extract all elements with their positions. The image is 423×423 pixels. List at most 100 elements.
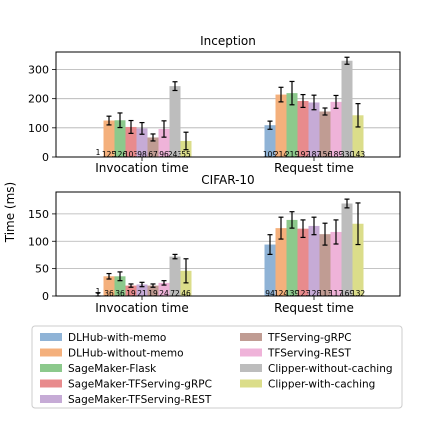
bar	[352, 223, 364, 296]
bar	[308, 102, 320, 157]
legend-label: DLHub-with-memo	[68, 332, 166, 344]
bar	[114, 276, 126, 296]
plot-frame	[55, 51, 401, 158]
legend-label: SageMaker-Flask	[68, 363, 157, 375]
bar	[147, 285, 159, 296]
legend-swatch	[40, 379, 62, 388]
bar	[341, 60, 353, 157]
data-label: 330	[340, 150, 355, 159]
data-label: 126	[113, 150, 128, 159]
shared-y-axis-label: Time (ms)	[3, 182, 17, 244]
category-label: Request time	[274, 161, 354, 175]
data-label: 187	[307, 150, 322, 159]
data-label: 1	[96, 287, 101, 296]
data-label: 19	[148, 289, 158, 298]
bar	[136, 128, 148, 157]
bar	[330, 231, 342, 296]
data-label: 113	[318, 289, 333, 298]
cifar10-chart: 0 50 100 150 1 94 36 124 36 139 19 123 21 128 19 113 24 1…	[28, 173, 401, 315]
inception-chart: 0 100 200 300 1 109 125 214 126 219 103 192 98 187 67 1…	[28, 34, 401, 175]
legend-swatch	[240, 379, 262, 388]
bar	[319, 234, 331, 296]
bar	[297, 101, 309, 157]
data-label: 192	[296, 150, 311, 159]
bar	[286, 219, 298, 296]
data-label: 139	[285, 289, 300, 298]
legend-label: DLHub-without-memo	[68, 348, 184, 360]
y-tick-label: 0	[42, 151, 49, 164]
legend-label: SageMaker-TFServing-REST	[68, 394, 212, 406]
legend-label: Clipper-without-caching	[268, 363, 393, 375]
y-tick-label: 100	[28, 122, 49, 135]
data-label: 117	[329, 289, 344, 298]
bar	[319, 111, 331, 157]
data-label: 55	[181, 150, 191, 159]
category-label: Invocation time	[95, 161, 188, 175]
data-label: 96	[159, 150, 169, 159]
data-label: 21	[137, 289, 147, 298]
legend-swatch	[40, 395, 62, 403]
bar	[341, 203, 353, 296]
data-label: 123	[296, 289, 311, 298]
bar	[308, 225, 320, 296]
bar	[169, 86, 181, 157]
data-label: 24	[159, 289, 169, 298]
data-label: 214	[274, 150, 289, 159]
data-label: 125	[102, 150, 117, 159]
data-label: 36	[104, 289, 114, 298]
data-label: 189	[329, 150, 344, 159]
bar	[103, 120, 115, 157]
legend: DLHub-with-memo DLHub-without-memo SageMak…	[31, 325, 403, 409]
chart-title: Inception	[200, 34, 256, 48]
bar	[158, 129, 170, 157]
y-tick-label: 0	[42, 290, 49, 303]
data-label: 36	[115, 289, 125, 298]
y-tick-label: 100	[28, 235, 49, 248]
legend-box	[31, 325, 403, 409]
legend-swatch	[40, 348, 62, 357]
data-label: 156	[318, 150, 333, 159]
data-label: 243	[168, 150, 183, 159]
chart-title: CIFAR-10	[201, 173, 254, 187]
data-label: 98	[137, 150, 147, 159]
legend-label: TFServing-gRPC	[267, 332, 352, 344]
legend-swatch	[40, 364, 62, 372]
bar	[352, 115, 364, 157]
data-label: 219	[285, 150, 300, 159]
data-label: 72	[170, 289, 180, 298]
bar	[114, 120, 126, 157]
data-label: 19	[126, 289, 136, 298]
y-tick-label: 50	[35, 263, 49, 276]
bar	[286, 93, 298, 157]
bar	[158, 282, 170, 296]
data-label: 169	[340, 289, 355, 298]
bar	[264, 125, 276, 157]
legend-swatch	[240, 333, 262, 341]
bar	[125, 126, 137, 157]
data-label: 124	[274, 289, 289, 298]
y-tick-label: 300	[28, 64, 49, 77]
bar	[275, 94, 287, 157]
y-tick-label: 200	[28, 93, 49, 106]
category-label: Request time	[274, 301, 354, 315]
data-label: 103	[124, 150, 139, 159]
bar	[169, 256, 181, 296]
category-label: Invocation time	[95, 301, 188, 315]
data-label: 1	[96, 148, 101, 157]
legend-swatch	[240, 364, 262, 372]
bar	[275, 228, 287, 296]
bar	[264, 244, 276, 296]
bar	[136, 284, 148, 296]
bar	[103, 276, 115, 296]
data-label: 143	[351, 150, 366, 159]
bar	[330, 101, 342, 157]
data-label: 109	[263, 150, 278, 159]
data-label: 67	[148, 150, 158, 159]
plot-frame	[55, 191, 401, 297]
bar	[297, 228, 309, 296]
legend-swatch	[240, 348, 262, 357]
data-label: 94	[265, 289, 275, 298]
data-label: 128	[307, 289, 322, 298]
legend-label: TFServing-REST	[267, 348, 352, 360]
